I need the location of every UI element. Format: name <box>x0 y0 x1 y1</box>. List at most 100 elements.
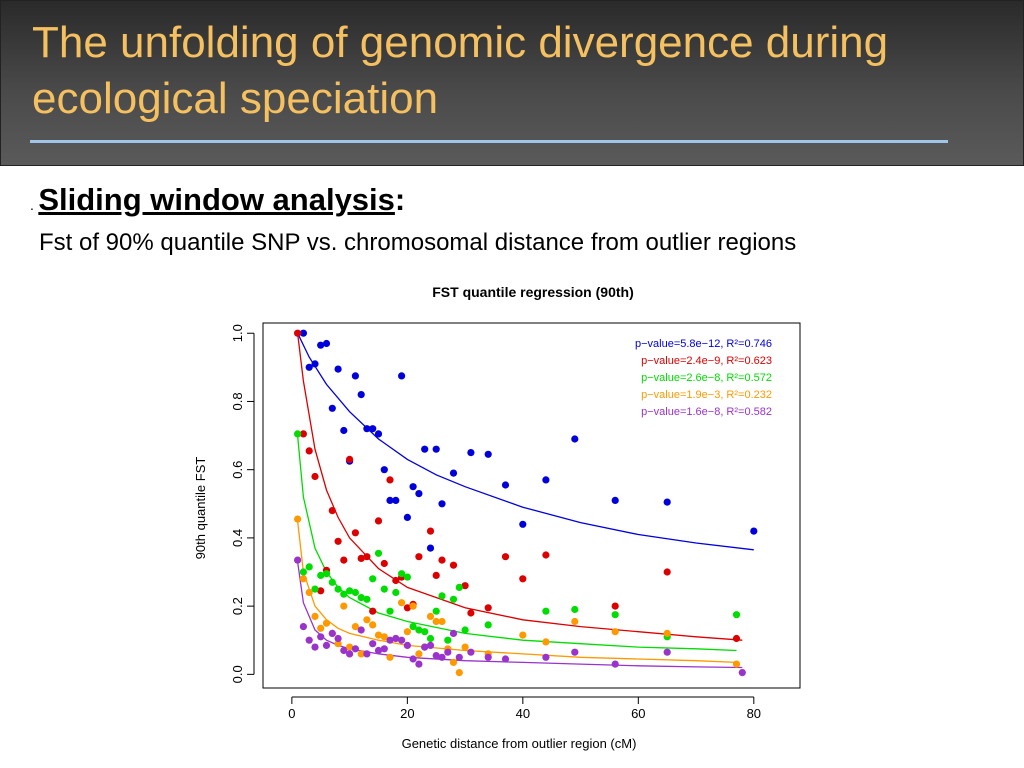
data-point-series-5 <box>421 643 429 651</box>
data-point-series-4 <box>409 602 417 610</box>
data-point-series-1 <box>311 360 319 368</box>
data-point-series-5 <box>392 634 400 643</box>
data-point-series-5 <box>455 653 463 661</box>
legend-entry-1: p−value=5.8e−12, R²=0.746 <box>635 338 772 350</box>
data-point-series-4 <box>461 643 469 651</box>
data-point-series-2 <box>426 527 435 535</box>
data-point-series-1 <box>299 329 307 337</box>
data-point-series-5 <box>398 636 406 644</box>
data-point-series-1 <box>415 490 423 498</box>
data-point-series-2 <box>432 571 440 580</box>
data-point-series-1 <box>501 481 510 489</box>
data-point-series-3 <box>398 570 406 578</box>
data-point-series-1 <box>322 339 331 348</box>
y-tick-label: 0.6 <box>230 461 245 479</box>
data-point-series-2 <box>663 568 671 576</box>
data-point-series-4 <box>311 612 319 621</box>
data-point-series-5 <box>738 669 746 677</box>
regression-curve-2 <box>296 333 743 641</box>
slide-subtitle: Fst of 90% quantile SNP vs. chromosomal … <box>39 229 797 256</box>
data-point-series-2 <box>351 529 359 537</box>
data-point-series-2 <box>438 556 446 564</box>
data-point-series-3 <box>732 611 741 619</box>
data-point-series-1 <box>380 466 388 474</box>
data-point-series-3 <box>415 626 423 634</box>
data-point-series-1 <box>363 425 371 433</box>
data-point-series-5 <box>334 634 342 643</box>
data-point-series-5 <box>380 645 388 653</box>
data-point-series-5 <box>663 648 671 656</box>
data-point-series-1 <box>386 496 394 504</box>
data-point-series-4 <box>299 575 307 583</box>
data-point-series-4 <box>432 617 440 626</box>
data-point-series-2 <box>311 472 319 481</box>
data-point-series-5 <box>357 626 365 634</box>
data-point-series-2 <box>328 507 336 515</box>
data-point-series-1 <box>398 372 406 380</box>
regression-curves <box>296 332 754 669</box>
data-point-series-4 <box>357 650 365 658</box>
data-point-series-3 <box>328 578 336 586</box>
data-point-series-1 <box>663 498 671 506</box>
data-point-series-5 <box>369 640 377 648</box>
bullet-heading: Sliding window analysis <box>38 182 395 217</box>
data-point-series-2 <box>467 609 475 617</box>
data-point-series-2 <box>484 604 492 612</box>
data-point-series-4 <box>334 640 342 648</box>
bullet-line: . Sliding window analysis: <box>30 182 405 218</box>
data-point-series-5 <box>449 629 458 638</box>
slide-header: The unfolding of genomic divergence duri… <box>0 0 1024 166</box>
data-point-series-2 <box>542 551 550 559</box>
data-point-series-3 <box>340 590 348 598</box>
data-point-series-1 <box>421 445 429 453</box>
data-point-series-2 <box>346 455 354 463</box>
data-point-series-3 <box>444 636 452 644</box>
data-point-series-2 <box>294 329 302 337</box>
data-point-series-4 <box>317 624 325 632</box>
legend-entry-3: p−value=2.6e−8, R²=0.572 <box>641 372 772 384</box>
data-point-series-4 <box>340 602 348 610</box>
data-point-series-1 <box>369 425 377 433</box>
y-tick-label: 1.0 <box>230 324 245 342</box>
data-point-series-1 <box>438 500 446 508</box>
data-point-series-4 <box>449 658 458 667</box>
data-point-series-1 <box>542 476 550 484</box>
data-point-series-5 <box>484 653 492 661</box>
bullet-colon: : <box>394 182 406 217</box>
y-tick-label: 0.0 <box>230 665 245 683</box>
data-point-series-5 <box>317 633 325 641</box>
data-point-series-5 <box>467 648 475 656</box>
x-tick-label: 80 <box>747 706 761 721</box>
data-point-series-4 <box>732 660 741 668</box>
data-point-series-3 <box>484 621 492 629</box>
data-point-series-2 <box>386 476 394 484</box>
slide-title: The unfolding of genomic divergence duri… <box>32 18 889 123</box>
data-point-series-5 <box>571 648 579 656</box>
x-tick-label: 40 <box>516 706 530 721</box>
y-tick-label: 0.8 <box>230 392 245 410</box>
data-point-series-3 <box>369 575 377 583</box>
data-point-series-5 <box>386 636 394 644</box>
data-point-series-4 <box>386 653 394 661</box>
data-point-series-5 <box>415 660 423 668</box>
data-point-series-4 <box>542 638 550 646</box>
data-point-series-2 <box>317 587 325 595</box>
data-point-series-3 <box>374 549 383 557</box>
data-point-series-2 <box>363 553 371 561</box>
data-point-series-3 <box>380 585 388 593</box>
data-point-series-5 <box>501 655 510 663</box>
data-point-series-5 <box>311 643 319 651</box>
data-point-series-3 <box>542 607 550 615</box>
data-point-series-5 <box>294 556 302 564</box>
data-point-series-3 <box>571 605 579 614</box>
data-point-series-1 <box>328 404 336 412</box>
data-point-series-3 <box>334 585 342 593</box>
data-point-series-5 <box>340 646 348 655</box>
data-point-series-3 <box>432 607 440 615</box>
legend-entry-5: p−value=1.6e−8, R²=0.582 <box>641 406 772 418</box>
data-point-series-4 <box>438 617 446 626</box>
data-point-series-2 <box>357 554 365 563</box>
data-point-series-2 <box>380 559 388 568</box>
data-point-series-4 <box>305 588 313 597</box>
data-point-series-2 <box>461 582 469 590</box>
